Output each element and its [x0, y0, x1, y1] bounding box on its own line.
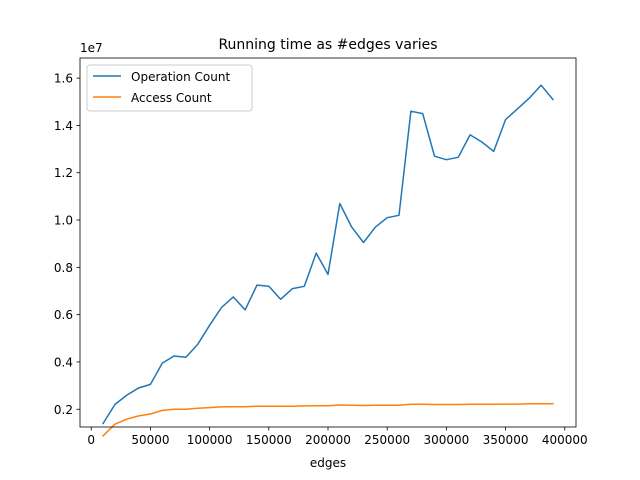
x-axis-label: edges — [310, 456, 346, 470]
y-tick-label: 0.4 — [54, 355, 73, 369]
x-tick-label: 400000 — [542, 433, 588, 447]
y-tick-label: 0.6 — [54, 308, 73, 322]
x-tick-label: 300000 — [423, 433, 469, 447]
x-tick-label: 150000 — [246, 433, 292, 447]
legend-label-access-count: Access Count — [131, 91, 212, 105]
x-tick-label: 100000 — [187, 433, 233, 447]
y-tick-label: 1.2 — [54, 166, 73, 180]
legend-box — [86, 64, 253, 112]
x-axis-ticks: 0 50000 100000 150000 200000 250000 300000 3500… — [87, 427, 588, 447]
x-tick-label: 50000 — [131, 433, 169, 447]
y-tick-label: 1.0 — [54, 214, 73, 228]
legend: Operation Count Access Count — [86, 64, 253, 112]
y-tick-label: 0.2 — [54, 403, 73, 417]
plot-frame — [79, 57, 577, 428]
series-line-operation-count — [102, 84, 554, 425]
y-tick-label: 0.8 — [54, 261, 73, 275]
x-tick-label: 0 — [87, 433, 95, 447]
legend-label-operation-count: Operation Count — [131, 70, 230, 84]
x-tick-label: 250000 — [364, 433, 410, 447]
x-tick-label: 200000 — [305, 433, 351, 447]
y-tick-label: 1.6 — [54, 72, 73, 86]
y-axis-ticks: 0.2 0.4 0.6 0.8 1.0 1.2 1.4 1.6 — [54, 72, 80, 417]
series-line-access-count — [102, 403, 554, 437]
y-axis-offset-label: 1e7 — [80, 41, 103, 55]
plot-lines — [102, 84, 554, 437]
chart-title: Running time as #edges varies — [218, 37, 437, 53]
y-tick-label: 1.4 — [54, 119, 73, 133]
x-tick-label: 350000 — [483, 433, 529, 447]
